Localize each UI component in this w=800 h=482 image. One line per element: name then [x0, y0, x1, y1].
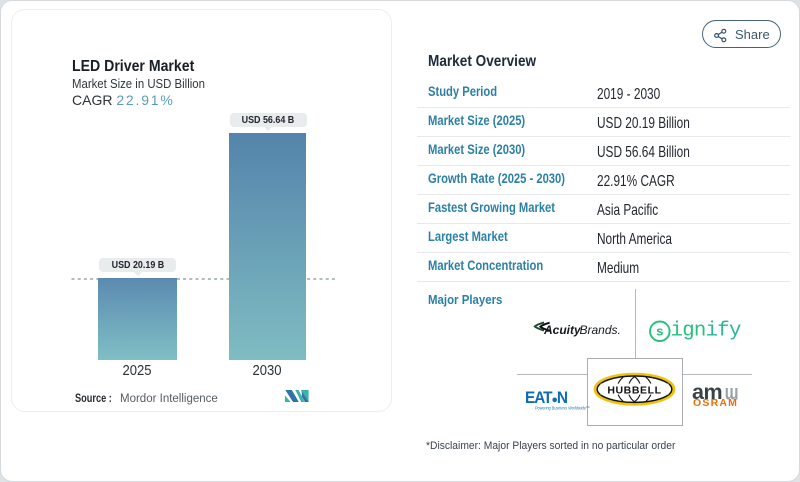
svg-text:ify: ify	[706, 320, 741, 343]
svg-text:HUBBELL: HUBBELL	[607, 384, 661, 396]
svg-text:Brands.: Brands.	[580, 323, 621, 337]
svg-text:ign: ign	[671, 320, 706, 343]
svg-text:Acuity: Acuity	[543, 323, 582, 337]
svg-text:s: s	[656, 325, 664, 340]
